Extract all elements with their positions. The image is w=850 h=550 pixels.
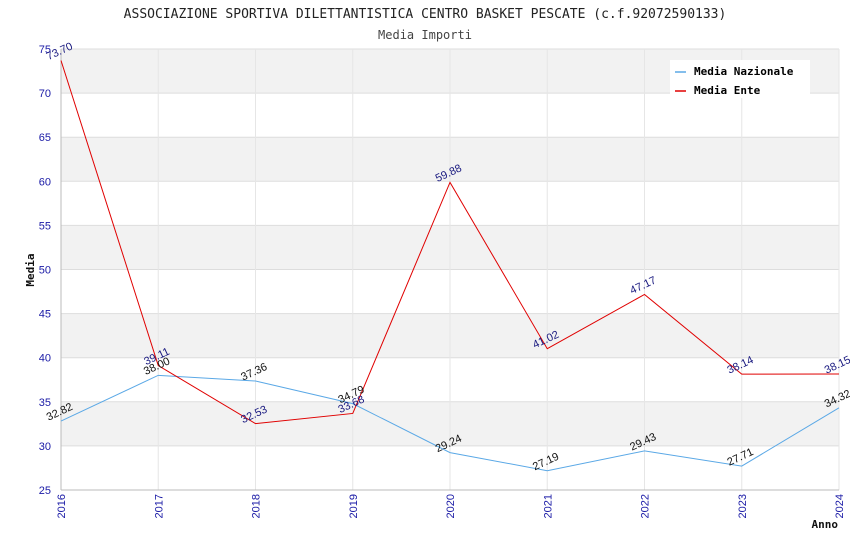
legend: Media Nazionale Media Ente — [670, 60, 810, 98]
y-axis-label: Media — [24, 253, 37, 286]
y-tick-label: 70 — [39, 88, 51, 100]
y-tick-label: 30 — [39, 441, 51, 453]
x-axis: 2016 2017 2018 2019 2020 2021 2022 2023 2024 — [56, 494, 846, 518]
y-tick-label: 55 — [39, 220, 51, 232]
y-tick-label: 65 — [39, 132, 51, 144]
chart-title: ASSOCIAZIONE SPORTIVA DILETTANTISTICA CE… — [124, 7, 727, 22]
x-tick-label: 2018 — [251, 494, 263, 518]
series-group — [60, 60, 840, 472]
y-tick-label: 75 — [39, 44, 51, 56]
y-tick-label: 25 — [39, 485, 51, 497]
series-line-media-ente — [60, 60, 840, 425]
y-tick-label: 40 — [39, 353, 51, 365]
legend-label-media-ente: Media Ente — [694, 84, 761, 97]
y-axis: 25 30 35 40 45 50 55 60 65 70 75 — [39, 44, 51, 497]
y-tick-label: 50 — [39, 265, 51, 277]
x-tick-label: 2024 — [834, 494, 846, 518]
y-tick-label: 45 — [39, 309, 51, 321]
y-tick-label: 60 — [39, 176, 51, 188]
y-tick-label: 35 — [39, 397, 51, 409]
x-tick-label: 2021 — [542, 494, 554, 518]
x-tick-label: 2023 — [737, 494, 749, 518]
series-line-media-nazionale — [60, 374, 840, 472]
x-tick-label: 2020 — [445, 494, 457, 518]
x-axis-label: Anno — [812, 518, 839, 531]
x-tick-label: 2016 — [56, 494, 68, 518]
x-tick-label: 2019 — [348, 494, 360, 518]
x-tick-label: 2017 — [153, 494, 165, 518]
grid-bands — [60, 48, 840, 491]
x-tick-label: 2022 — [640, 494, 652, 518]
legend-box — [670, 60, 810, 98]
legend-label-media-nazionale: Media Nazionale — [694, 65, 794, 78]
chart-subtitle: Media Importi — [378, 28, 472, 42]
